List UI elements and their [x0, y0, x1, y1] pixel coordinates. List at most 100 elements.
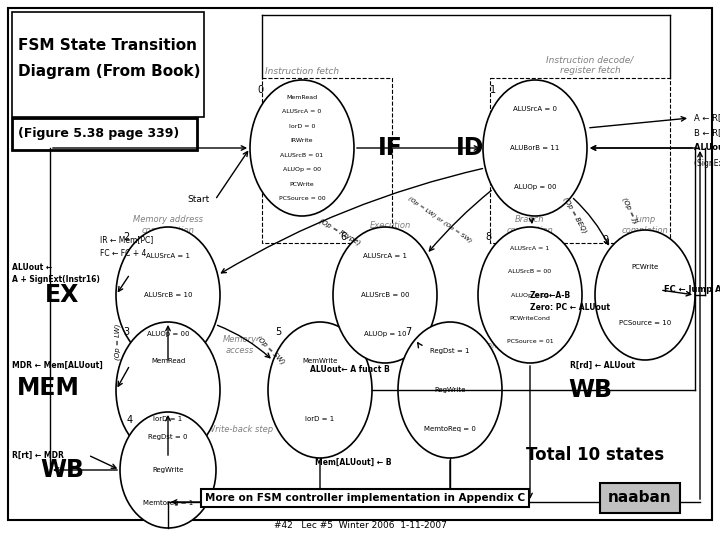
Text: PCSource = 10: PCSource = 10	[619, 320, 671, 326]
FancyArrowPatch shape	[662, 291, 690, 296]
Ellipse shape	[120, 412, 216, 528]
FancyArrowPatch shape	[54, 468, 117, 472]
Text: Branch
completion: Branch completion	[507, 215, 554, 235]
Text: Memtoreg = 1: Memtoreg = 1	[143, 500, 193, 506]
FancyArrowPatch shape	[118, 276, 128, 292]
Text: (Op = SW): (Op = SW)	[255, 335, 285, 366]
Text: (Op = LW): (Op = LW)	[114, 324, 121, 360]
Text: ALUOp = 00: ALUOp = 00	[283, 167, 321, 172]
Text: ALUOp = 10: ALUOp = 10	[364, 330, 406, 336]
Text: ALUOp = 01: ALUOp = 01	[511, 293, 549, 298]
FancyArrowPatch shape	[418, 343, 422, 348]
FancyArrowPatch shape	[448, 461, 452, 498]
FancyArrowPatch shape	[91, 456, 116, 468]
Text: R[rt] ← MDR: R[rt] ← MDR	[12, 450, 64, 460]
FancyArrowPatch shape	[591, 146, 692, 150]
FancyArrowPatch shape	[429, 191, 491, 251]
Text: A + SignExt(Instr16): A + SignExt(Instr16)	[12, 275, 100, 285]
Text: ALUSrcB = 00: ALUSrcB = 00	[508, 269, 552, 274]
Text: MemRead: MemRead	[287, 95, 318, 100]
Text: WB: WB	[40, 458, 84, 482]
Text: Memory
access: Memory access	[223, 335, 257, 355]
Text: IF: IF	[377, 136, 402, 160]
Text: ALUout← PC +: ALUout← PC +	[694, 144, 720, 152]
Text: Memory address
computation: Memory address computation	[133, 215, 203, 235]
Text: ID: ID	[456, 136, 484, 160]
Text: Execution: Execution	[369, 220, 410, 230]
Ellipse shape	[595, 230, 695, 360]
Text: (Op = J): (Op = J)	[621, 196, 639, 224]
Text: (SignExt(Instr16) x4): (SignExt(Instr16) x4)	[694, 159, 720, 167]
Text: FC ← FC + 4: FC ← FC + 4	[100, 248, 146, 258]
Text: ALUSrcA = 1: ALUSrcA = 1	[146, 253, 190, 259]
Text: Diagram (From Book): Diagram (From Book)	[18, 64, 200, 79]
Text: ALUSrcA = 0: ALUSrcA = 0	[513, 106, 557, 112]
Text: RegDst = 0: RegDst = 0	[148, 434, 188, 440]
Text: PCSource = 00: PCSource = 00	[279, 196, 325, 201]
Text: Write-back step: Write-back step	[207, 426, 273, 435]
Text: IorD = 1: IorD = 1	[153, 416, 183, 422]
Text: 3: 3	[123, 327, 129, 337]
FancyArrowPatch shape	[318, 461, 323, 498]
FancyArrowPatch shape	[166, 416, 170, 455]
Text: ALUSrcA = 0: ALUSrcA = 0	[282, 110, 322, 114]
FancyArrowPatch shape	[222, 168, 482, 273]
Text: ALUout← A funct B: ALUout← A funct B	[310, 366, 390, 375]
Text: (Op = LW) or (Op = SW): (Op = LW) or (Op = SW)	[408, 196, 472, 244]
FancyArrowPatch shape	[590, 117, 685, 128]
Text: 5: 5	[275, 327, 281, 337]
Text: PCWriteCond: PCWriteCond	[510, 315, 550, 321]
Bar	[12, 118, 197, 150]
Text: 0: 0	[257, 85, 263, 95]
Text: 6: 6	[340, 232, 346, 242]
Text: Jump
completion: Jump completion	[621, 215, 668, 235]
Text: IorD = 1: IorD = 1	[305, 416, 335, 422]
FancyArrowPatch shape	[53, 146, 246, 150]
Text: B ← R[rt]: B ← R[rt]	[694, 129, 720, 138]
Ellipse shape	[398, 322, 502, 458]
Bar	[12, 12, 204, 117]
FancyArrowPatch shape	[166, 326, 170, 360]
Text: FSM State Transition: FSM State Transition	[18, 38, 197, 53]
Text: MemWrite: MemWrite	[302, 358, 338, 364]
Text: (Figure 5.38 page 339): (Figure 5.38 page 339)	[18, 127, 179, 140]
FancyArrowPatch shape	[172, 500, 318, 504]
FancyArrowPatch shape	[698, 152, 702, 499]
Text: R-type completion: R-type completion	[451, 341, 528, 349]
Text: MemRead: MemRead	[151, 358, 185, 364]
Text: 2: 2	[123, 232, 129, 242]
Text: MDR ← Mem[ALUout]: MDR ← Mem[ALUout]	[12, 361, 103, 369]
Text: ALUBorB = 11: ALUBorB = 11	[510, 145, 559, 151]
Ellipse shape	[268, 322, 372, 458]
Text: naaban: naaban	[608, 490, 672, 505]
FancyArrowPatch shape	[217, 152, 248, 198]
Text: PCWrite: PCWrite	[289, 181, 315, 187]
Text: Zero←A-B: Zero←A-B	[530, 291, 571, 300]
Text: ALUout ←: ALUout ←	[12, 264, 53, 273]
Text: R[rd] ← ALUout: R[rd] ← ALUout	[570, 361, 635, 369]
Text: Zero: PC ← ALUout: Zero: PC ← ALUout	[530, 303, 610, 313]
Ellipse shape	[333, 227, 437, 363]
Text: PCWrite: PCWrite	[631, 265, 659, 271]
Text: Memory
access: Memory access	[338, 335, 372, 355]
Text: FC ← Jump Address: FC ← Jump Address	[664, 286, 720, 294]
FancyArrowPatch shape	[357, 146, 479, 150]
Ellipse shape	[250, 80, 354, 216]
Bar	[490, 78, 670, 243]
Text: (Op = Rtype): (Op = Rtype)	[318, 218, 361, 246]
Text: ALUSrcB = 10: ALUSrcB = 10	[144, 292, 192, 298]
Text: Mem[ALUout] ← B: Mem[ALUout] ← B	[315, 457, 392, 467]
Text: IRWrite: IRWrite	[291, 138, 313, 143]
FancyArrowPatch shape	[573, 199, 608, 245]
Text: More on FSM controller implementation in Appendix C: More on FSM controller implementation in…	[205, 493, 525, 503]
FancyArrowPatch shape	[529, 218, 534, 223]
Ellipse shape	[116, 322, 220, 458]
FancyArrowPatch shape	[217, 325, 270, 357]
Text: (Op = BEQ): (Op = BEQ)	[562, 196, 588, 234]
Text: IR ← Mem[PC]: IR ← Mem[PC]	[100, 235, 153, 245]
Text: 1: 1	[490, 85, 496, 95]
FancyArrowPatch shape	[591, 146, 697, 150]
Text: 8: 8	[485, 232, 491, 242]
Text: RegDst = 1: RegDst = 1	[431, 348, 469, 354]
FancyArrowPatch shape	[118, 367, 129, 386]
